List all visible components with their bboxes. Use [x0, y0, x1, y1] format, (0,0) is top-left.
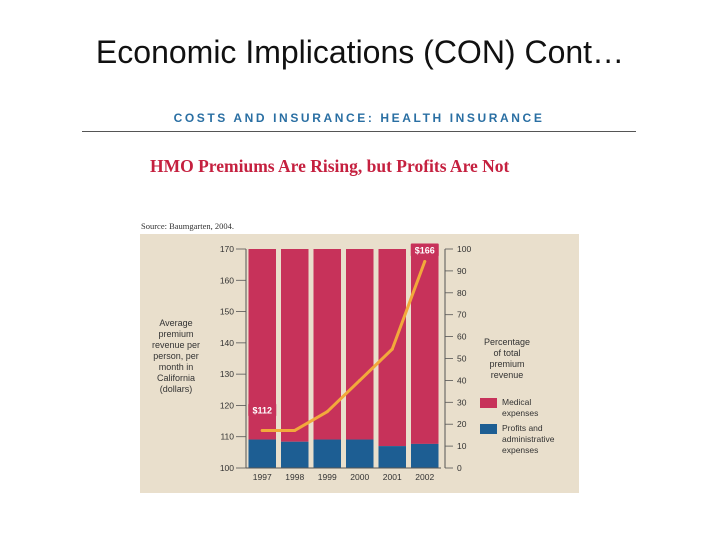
- y-right-tick-label: 20: [457, 419, 467, 429]
- value-badge-2002: [410, 243, 439, 257]
- x-tick-label: 2000: [350, 472, 369, 482]
- y-left-tick-label: 160: [220, 275, 234, 285]
- y-right-tick-label: 90: [457, 266, 467, 276]
- x-tick-label: 1997: [253, 472, 272, 482]
- x-tick-label: 1999: [318, 472, 337, 482]
- premium-point: [358, 378, 362, 382]
- header-divider: [82, 131, 636, 132]
- legend-label: expenses: [502, 408, 538, 418]
- value-badge-1997: [248, 403, 277, 417]
- premium-line: [260, 260, 427, 432]
- y-right-axis-label: Percentage: [484, 337, 530, 347]
- y-left-tick-label: 170: [220, 244, 234, 254]
- chart: 1997 1998 1999 2000 2001 20021001101201301401…: [152, 243, 555, 482]
- y-left-axis-label: California: [157, 373, 195, 383]
- bar-medical-1998: [281, 249, 309, 442]
- y-left-axis-label: (dollars): [160, 384, 193, 394]
- y-right-axis-label: revenue: [491, 370, 524, 380]
- chart-title: HMO Premiums Are Rising, but Profits Are…: [150, 156, 510, 176]
- y-left-tick-label: 140: [220, 338, 234, 348]
- y-right-tick-label: 70: [457, 310, 467, 320]
- y-right-axis-label: of total: [493, 348, 520, 358]
- y-left-tick-label: 150: [220, 307, 234, 317]
- legend-label: Medical: [502, 397, 531, 407]
- x-tick-label: 2002: [415, 472, 434, 482]
- bar-profits-2001: [378, 446, 406, 468]
- slide-title: Economic Implications (CON) Cont…: [95, 34, 625, 70]
- y-left-tick-label: 110: [220, 432, 234, 442]
- y-right-tick-label: 30: [457, 397, 467, 407]
- y-left-axis-label: revenue per: [152, 340, 200, 350]
- y-left-axis-label: premium: [158, 329, 193, 339]
- y-right-tick-label: 50: [457, 354, 467, 364]
- x-tick-label: 2001: [383, 472, 402, 482]
- legend-label: administrative: [502, 434, 555, 444]
- x-tick-label: 1998: [285, 472, 304, 482]
- y-left-axis-label: month in: [159, 362, 194, 372]
- bar-profits-2002: [411, 443, 439, 468]
- legend-label: expenses: [502, 445, 538, 455]
- y-left-axis-label: person, per: [153, 351, 199, 361]
- y-right-tick-label: 0: [457, 463, 462, 473]
- legend-label: Profits and: [502, 423, 543, 433]
- y-left-tick-label: 120: [220, 400, 234, 410]
- y-right-axis-label: premium: [489, 359, 524, 369]
- y-right-tick-label: 10: [457, 441, 467, 451]
- premium-point: [260, 428, 264, 432]
- y-left-tick-label: 100: [220, 463, 234, 473]
- premium-point: [390, 347, 394, 351]
- bar-medical-2002: [411, 249, 439, 444]
- legend-swatch: [480, 398, 497, 408]
- y-right-tick-label: 60: [457, 332, 467, 342]
- legend-swatch: [480, 424, 497, 434]
- bar-profits-1998: [281, 441, 309, 468]
- premium-point: [293, 428, 297, 432]
- y-left-axis-label: Average: [159, 318, 192, 328]
- premium-point: [325, 410, 329, 414]
- bar-medical-2000: [346, 249, 374, 440]
- value-label-1997: $112: [252, 405, 272, 415]
- y-right-tick-label: 80: [457, 288, 467, 298]
- y-right-tick-label: 100: [457, 244, 471, 254]
- section-header: COSTS AND INSURANCE: HEALTH INSURANCE: [173, 111, 545, 125]
- value-label-2002: $166: [415, 246, 435, 256]
- bar-profits-1999: [313, 439, 341, 468]
- bar-profits-1997: [248, 439, 276, 468]
- bar-medical-1999: [313, 249, 341, 440]
- bar-profits-2000: [346, 439, 374, 468]
- chart-source: Source: Baumgarten, 2004.: [141, 221, 235, 231]
- y-left-tick-label: 130: [220, 369, 234, 379]
- y-right-tick-label: 40: [457, 375, 467, 385]
- premium-point: [423, 260, 427, 264]
